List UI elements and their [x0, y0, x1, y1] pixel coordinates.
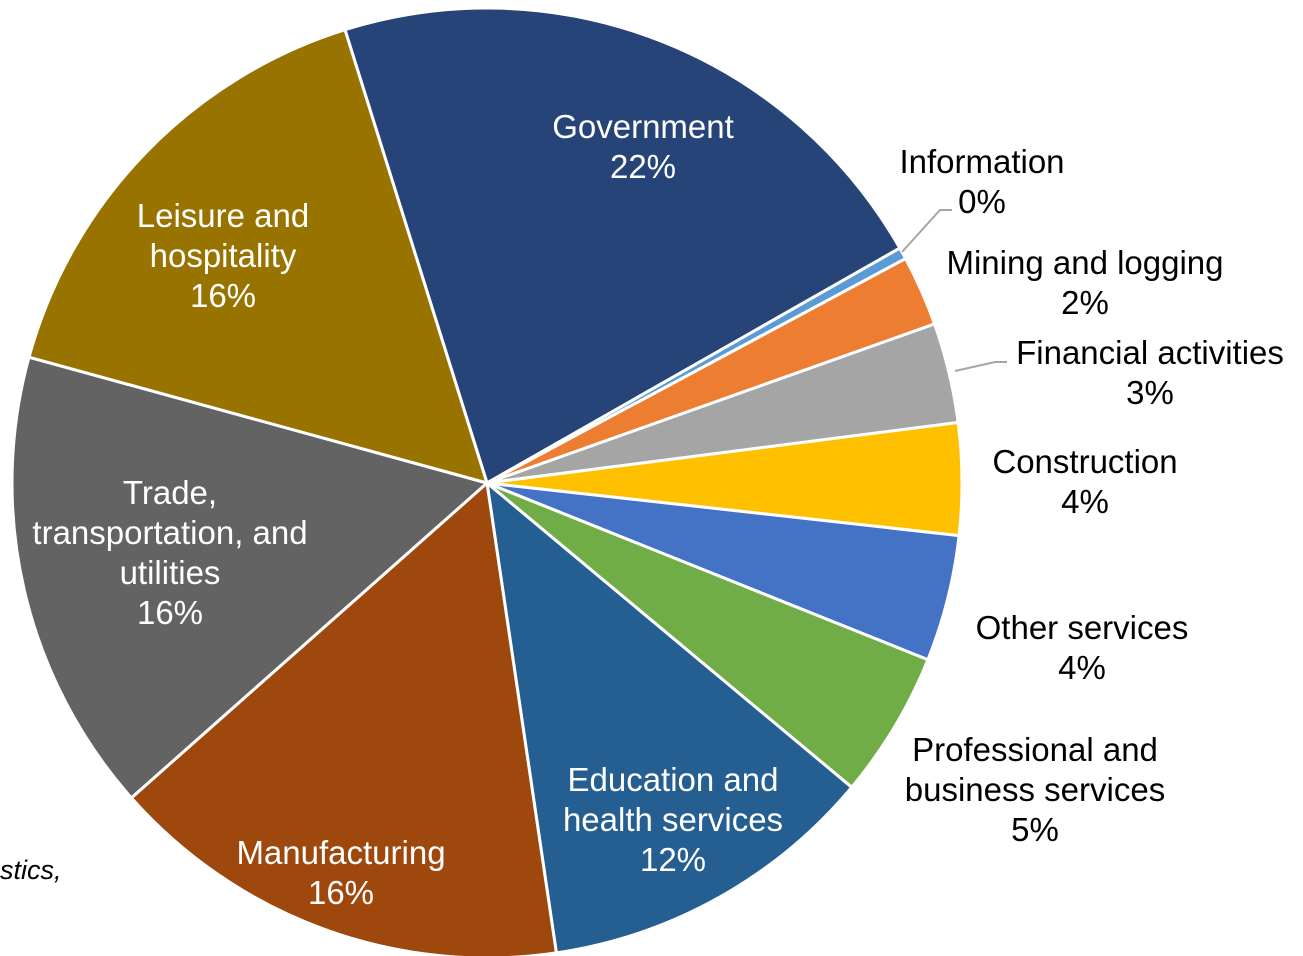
value-label: 3%: [1126, 374, 1174, 411]
category-label: Mining and logging: [946, 244, 1224, 281]
value-label: 16%: [136, 594, 204, 631]
slice-label: Other services 4%: [976, 608, 1189, 688]
leader-line: [954, 361, 1007, 372]
slice-label: Professional and business services 5%: [898, 730, 1173, 850]
category-label: Professional and business services: [904, 731, 1166, 808]
slices: [10, 6, 964, 956]
leader-line: [901, 209, 952, 253]
value-label: 0%: [958, 183, 1006, 220]
slice-label: Government 22%: [513, 107, 773, 187]
slice-label: Information 0%: [899, 142, 1064, 222]
slice-label: Leisure and hospitality 16%: [123, 196, 323, 316]
category-label: Other services: [975, 609, 1189, 646]
pie-slice: [129, 481, 558, 956]
pie-slice: [485, 481, 854, 955]
value-label: 2%: [1061, 284, 1109, 321]
value-label: 22%: [609, 148, 677, 185]
slice-label: Construction 4%: [992, 442, 1177, 522]
pie-slice: [485, 481, 930, 789]
pie-slice: [10, 355, 489, 800]
category-label: Construction: [992, 443, 1178, 480]
slice-label: Mining and logging 2%: [946, 243, 1223, 323]
slice-label: Trade, transportation, and utilities 16%: [23, 473, 318, 633]
category-label: Government: [552, 108, 734, 145]
pie-slice: [27, 28, 489, 485]
category-label: Information: [899, 143, 1065, 180]
slice-label: Education and health services 12%: [556, 760, 791, 880]
value-label: 16%: [307, 874, 375, 911]
category-label: Leisure and hospitality: [136, 197, 310, 274]
value-label: 16%: [189, 277, 257, 314]
slice-label: Financial activities 3%: [1016, 333, 1284, 413]
value-label: 4%: [1058, 649, 1106, 686]
slice-label: Manufacturing 16%: [211, 833, 471, 913]
value-label: 4%: [1061, 483, 1109, 520]
category-label: Financial activities: [1016, 334, 1284, 371]
value-label: 5%: [1011, 811, 1059, 848]
category-label: Manufacturing: [236, 834, 446, 871]
value-label: 12%: [639, 841, 707, 878]
source-note: stics,: [0, 855, 62, 885]
pie-slice: [343, 6, 902, 485]
category-label: Education and health services: [562, 761, 784, 838]
category-label: Trade, transportation, and utilities: [32, 474, 308, 591]
